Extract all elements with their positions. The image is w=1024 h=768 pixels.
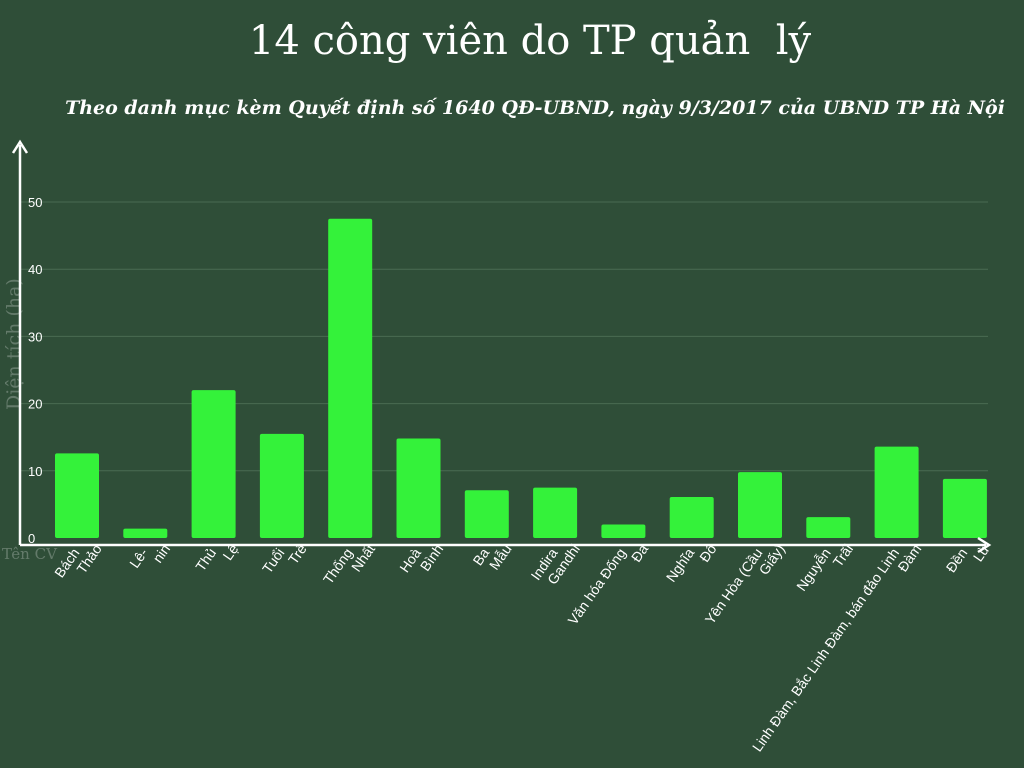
x-tick-label: BáchThảo [51,532,105,590]
y-tick-label: 0 [28,531,35,546]
y-tick-label: 10 [28,464,42,479]
bar [328,218,373,539]
x-tick-label-line: Thủ [192,545,219,574]
bar [464,490,509,538]
gridlines [20,201,988,472]
x-tick-label: HoàBình [396,532,446,585]
x-tick-label-line: Nguyễn [793,545,834,594]
x-tick-label-line: Lê- [126,545,151,571]
x-tick-label: ThủLệ [192,532,241,583]
x-tick-label: IndiraGandhi [527,532,582,592]
x-tick-label: Lê-nin [126,532,173,580]
x-tick-label: BaMẫu [469,532,514,577]
x-tick-label-line: Nghĩa [663,545,698,585]
bar [55,453,99,538]
x-tick-label: NguyễnTrãi [793,532,856,603]
bar [942,478,987,538]
x-tick-label: ThốngNhất [320,532,378,596]
y-axis-arrow [11,139,29,154]
x-tick-label: ĐềnLừ [943,532,993,585]
bar [123,528,168,538]
bar [669,497,714,538]
bar [396,438,441,538]
y-axis-title: Diện tích (ha) [3,278,25,410]
axes [11,139,992,554]
x-tick-label-line: Tuổi [259,545,287,576]
chart-subtitle: Theo danh mục kèm Quyết định số 1640 QĐ-… [65,97,1005,119]
bars [55,218,987,539]
x-tick-label: TuổiTrẻ [259,532,310,586]
x-tick-labels: BáchThảo Lê-nin ThủLệ TuổiTrẻ ThốngNhất HoàBì… [51,532,993,754]
bar [533,487,578,538]
y-tick-label: 40 [28,262,42,277]
x-tick-label-line: Đền [943,545,971,575]
y-tick-labels: 0 10 20 30 40 50 [28,195,42,546]
x-axis-title: Tên CV [2,545,58,563]
x-axis-arrow [977,536,992,554]
y-tick-label: 30 [28,329,42,344]
bar [601,524,646,538]
y-tick-label: 20 [28,397,42,412]
bar [806,517,851,538]
bar [191,390,236,538]
bar [259,433,304,538]
x-tick-label: NghĩaĐô [663,532,720,594]
bar [874,446,919,538]
y-tick-label: 50 [28,195,42,210]
bar [738,472,782,538]
chart-title: 14 công viên do TP quản lý [248,18,812,64]
x-tick-label-line: Linh Đàm, Bắc Linh Đàm, bán đảo Linh [749,545,902,754]
